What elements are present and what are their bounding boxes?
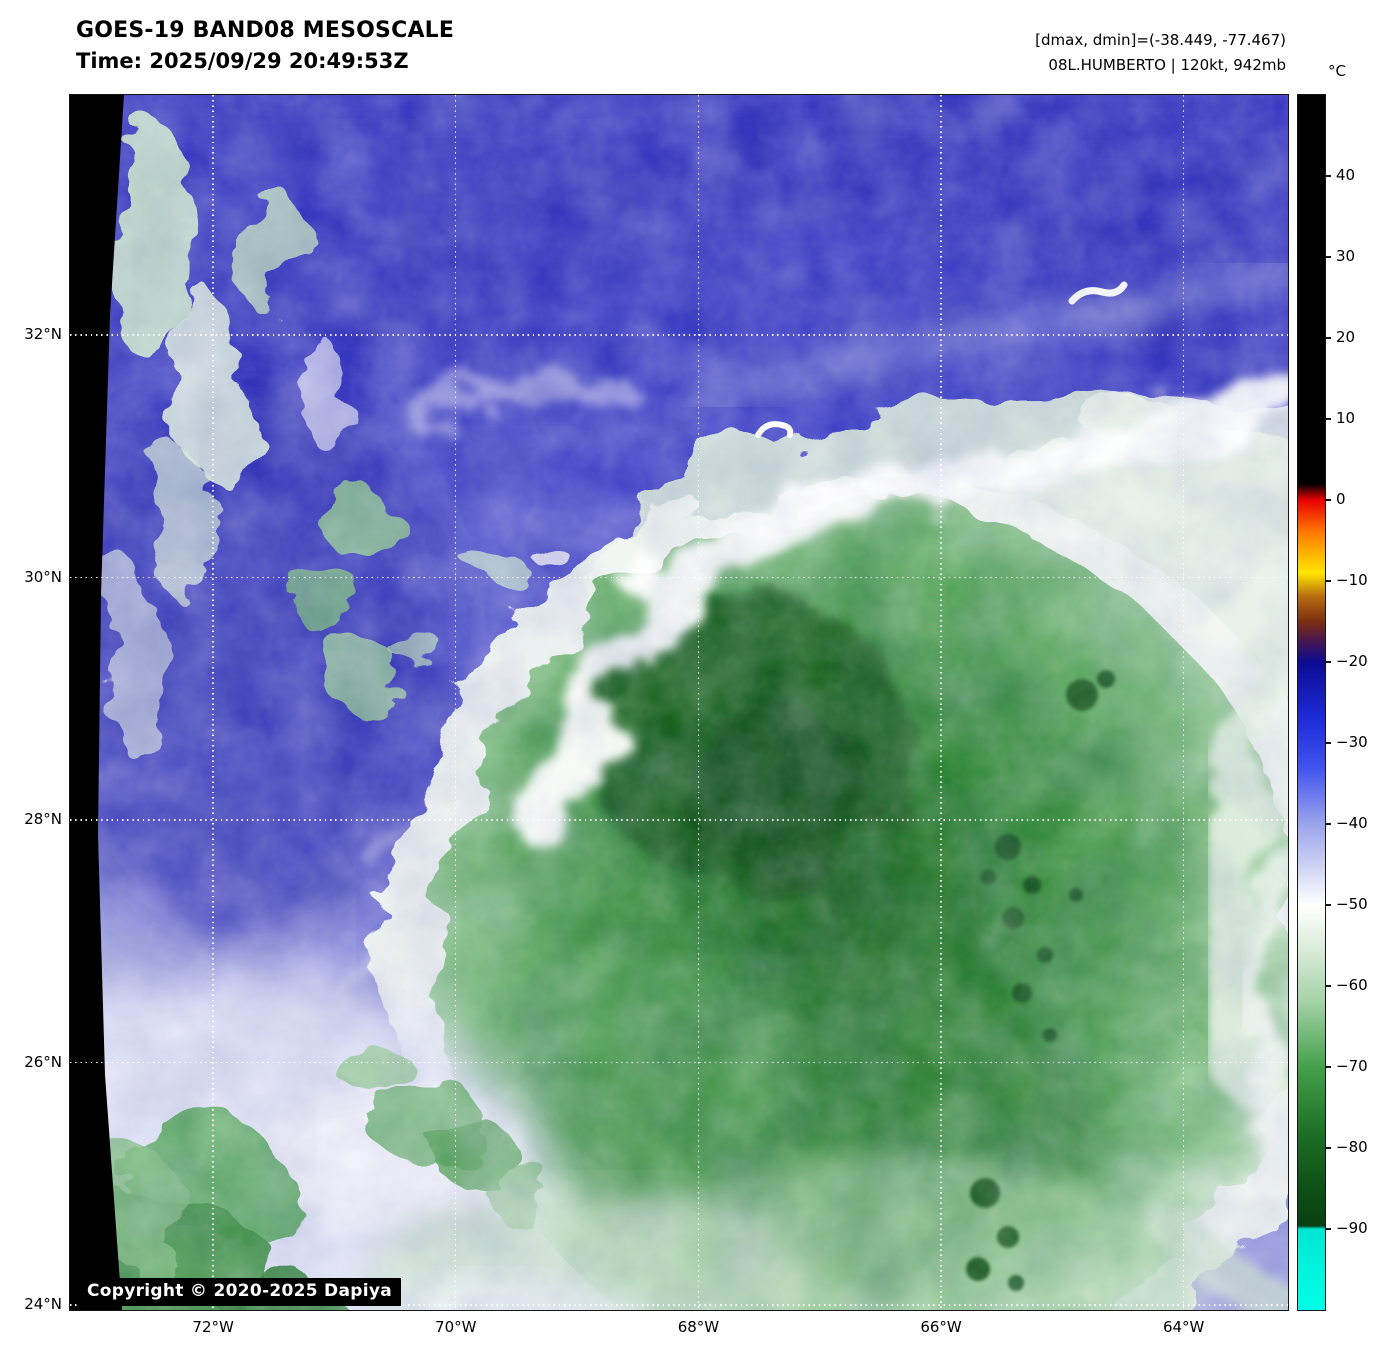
storm-info-readout: 08L.HUMBERTO | 120kt, 942mb	[1048, 56, 1286, 74]
colorbar-tick-label: 0	[1336, 490, 1346, 508]
satellite-map: Copyright © 2020-2025 Dapiya	[69, 94, 1289, 1311]
title-block: GOES-19 BAND08 MESOSCALE Time: 2025/09/2…	[76, 18, 454, 73]
colorbar-tick-label: 40	[1336, 166, 1356, 184]
latitude-tick-label: 24°N	[24, 1295, 62, 1314]
colorbar-tick-label: 10	[1336, 409, 1356, 427]
longitude-tick-label: 70°W	[435, 1318, 477, 1336]
no-data-region	[70, 95, 124, 1310]
colorbar-tick-mark	[1325, 661, 1331, 663]
colorbar-tick-label: −90	[1336, 1219, 1368, 1237]
longitude-tick-label: 72°W	[192, 1318, 234, 1336]
colorbar-tick-mark	[1325, 499, 1331, 501]
colorbar-tick-label: −40	[1336, 814, 1368, 832]
colorbar-tick-label: −60	[1336, 976, 1368, 994]
colorbar-tick-mark	[1325, 1066, 1331, 1068]
chart-time-subtitle: Time: 2025/09/29 20:49:53Z	[76, 49, 409, 73]
longitude-tick-label: 64°W	[1162, 1318, 1205, 1336]
colorbar-tick-label: −80	[1336, 1138, 1368, 1156]
colorbar-tick-mark	[1325, 337, 1331, 339]
colorbar-tick-label: −30	[1336, 733, 1368, 751]
longitude-tick-label: 66°W	[920, 1318, 962, 1336]
chart-title: GOES-19 BAND08 MESOSCALE	[76, 18, 455, 43]
colorbar-tick-label: 20	[1336, 328, 1356, 346]
colorbar-tick-mark	[1325, 175, 1331, 177]
colorbar-tick-mark	[1325, 256, 1331, 258]
colorbar-tick-label: −70	[1336, 1057, 1368, 1075]
colorbar-gradient	[1298, 95, 1325, 1310]
longitude-tick-label: 68°W	[677, 1318, 720, 1336]
colorbar-tick-mark	[1325, 904, 1331, 906]
colorbar-tick-mark	[1325, 823, 1331, 825]
copyright-badge: Copyright © 2020-2025 Dapiya	[78, 1278, 401, 1306]
colorbar-tick-label: 30	[1336, 247, 1356, 265]
colorbar-unit-label: °C	[1328, 62, 1346, 80]
colorbar-tick-label: −50	[1336, 895, 1368, 913]
colorbar-tick-mark	[1325, 418, 1331, 420]
colorbar-tick-label: −10	[1336, 571, 1368, 589]
colorbar-tick-mark	[1325, 985, 1331, 987]
latitude-tick-label: 28°N	[24, 810, 62, 829]
latitude-tick-label: 30°N	[24, 567, 62, 586]
info-block: [dmax, dmin]=(-38.449, -77.467) 08L.HUMB…	[1035, 28, 1286, 78]
colorbar-tick-mark	[1325, 1228, 1331, 1230]
satellite-image	[70, 95, 1288, 1310]
colorbar-tick-label: −20	[1336, 652, 1368, 670]
colorbar-tick-mark	[1325, 1147, 1331, 1149]
colorbar: 40 30 20 10 0 −10 −20 −30 −40 −50 −60 −70 −80 −90	[1297, 94, 1368, 1311]
latitude-tick-label: 32°N	[24, 325, 62, 344]
colorbar-tick-mark	[1325, 742, 1331, 744]
latitude-tick-label: 26°N	[24, 1052, 62, 1071]
dmax-dmin-readout: [dmax, dmin]=(-38.449, -77.467)	[1035, 31, 1286, 49]
colorbar-tick-mark	[1325, 580, 1331, 582]
